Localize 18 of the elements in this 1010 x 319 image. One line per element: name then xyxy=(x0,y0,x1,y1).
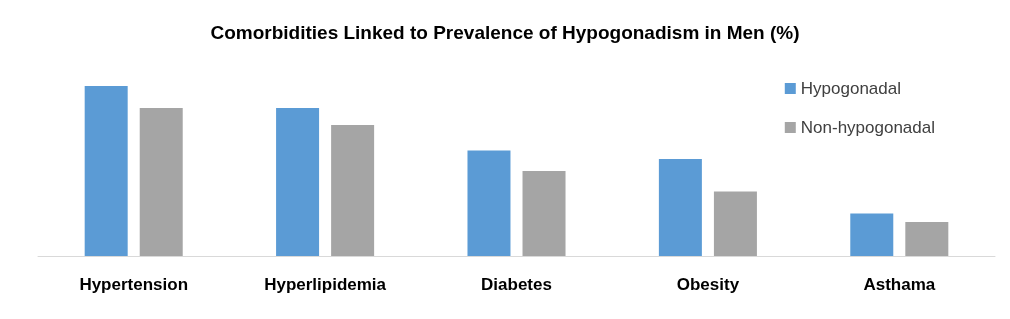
x-tick-label: Hypertension xyxy=(79,275,189,294)
x-tick-label: Hyperlipidemia xyxy=(264,275,387,294)
bar xyxy=(522,171,566,256)
bar xyxy=(713,191,757,256)
bar xyxy=(276,108,320,256)
x-tick-label: Asthama xyxy=(863,275,936,294)
x-tick-label: Diabetes xyxy=(481,275,552,294)
bar xyxy=(905,222,949,256)
chart-title: Comorbidities Linked to Prevalence of Hypogonadism in Men (%) xyxy=(210,22,800,43)
bar xyxy=(658,159,702,256)
legend-label: Hypogonadal xyxy=(800,79,901,98)
bar xyxy=(139,108,183,256)
bar xyxy=(467,150,511,256)
legend-label: Non-hypogonadal xyxy=(800,118,935,137)
bar xyxy=(331,125,375,256)
bar xyxy=(84,86,128,256)
x-tick-label: Obesity xyxy=(676,275,740,294)
bar xyxy=(850,213,894,256)
